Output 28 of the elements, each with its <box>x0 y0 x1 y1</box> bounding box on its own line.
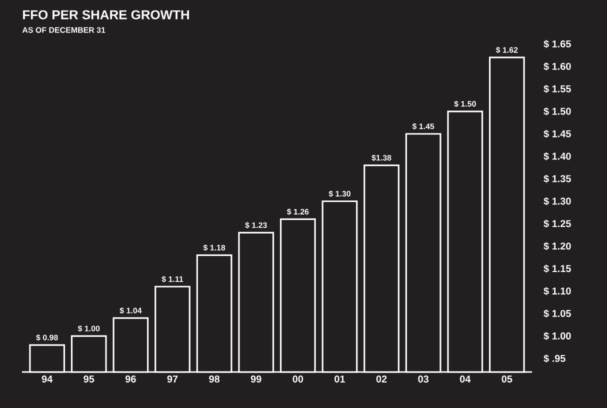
x-tick-label: 99 <box>250 376 262 383</box>
y-tick-label: $ 1.45 <box>544 130 571 138</box>
y-tick-label: $ 1.00 <box>544 332 571 340</box>
y-tick-label: $ 1.05 <box>544 310 571 318</box>
x-tick-label: 05 <box>502 376 512 383</box>
x-tick-label: 01 <box>334 376 345 383</box>
y-tick-label: $ 1.10 <box>544 287 571 296</box>
y-tick-label: $ 1.60 <box>544 62 571 71</box>
y-tick-label: $ 1.50 <box>544 107 571 116</box>
y-tick-label: $ 1.20 <box>544 242 571 250</box>
y-tick-label: $ 1.40 <box>544 152 571 160</box>
x-tick-label: 00 <box>292 376 304 383</box>
x-tick-label: 02 <box>376 376 387 383</box>
y-tick-label: $ 1.25 <box>544 220 571 228</box>
y-tick-label: $ 1.55 <box>544 84 571 93</box>
chart-title: FFO PER SHARE GROWTH <box>23 10 189 20</box>
y-tick-label: $ 1.30 <box>544 197 571 206</box>
x-tick-label: 94 <box>42 376 53 383</box>
x-tick-label: 04 <box>460 376 471 383</box>
y-tick-label: $ .95 <box>544 354 566 363</box>
x-tick-label: 96 <box>125 376 136 383</box>
x-tick-label: 95 <box>84 376 94 383</box>
y-tick-label: $ 1.65 <box>544 40 571 48</box>
y-tick-label: $ 1.35 <box>544 174 571 183</box>
x-tick-label: 98 <box>209 376 220 383</box>
x-tick-label: 03 <box>418 376 428 383</box>
y-tick-label: $ 1.15 <box>544 264 571 273</box>
x-tick-label: 97 <box>167 376 178 383</box>
